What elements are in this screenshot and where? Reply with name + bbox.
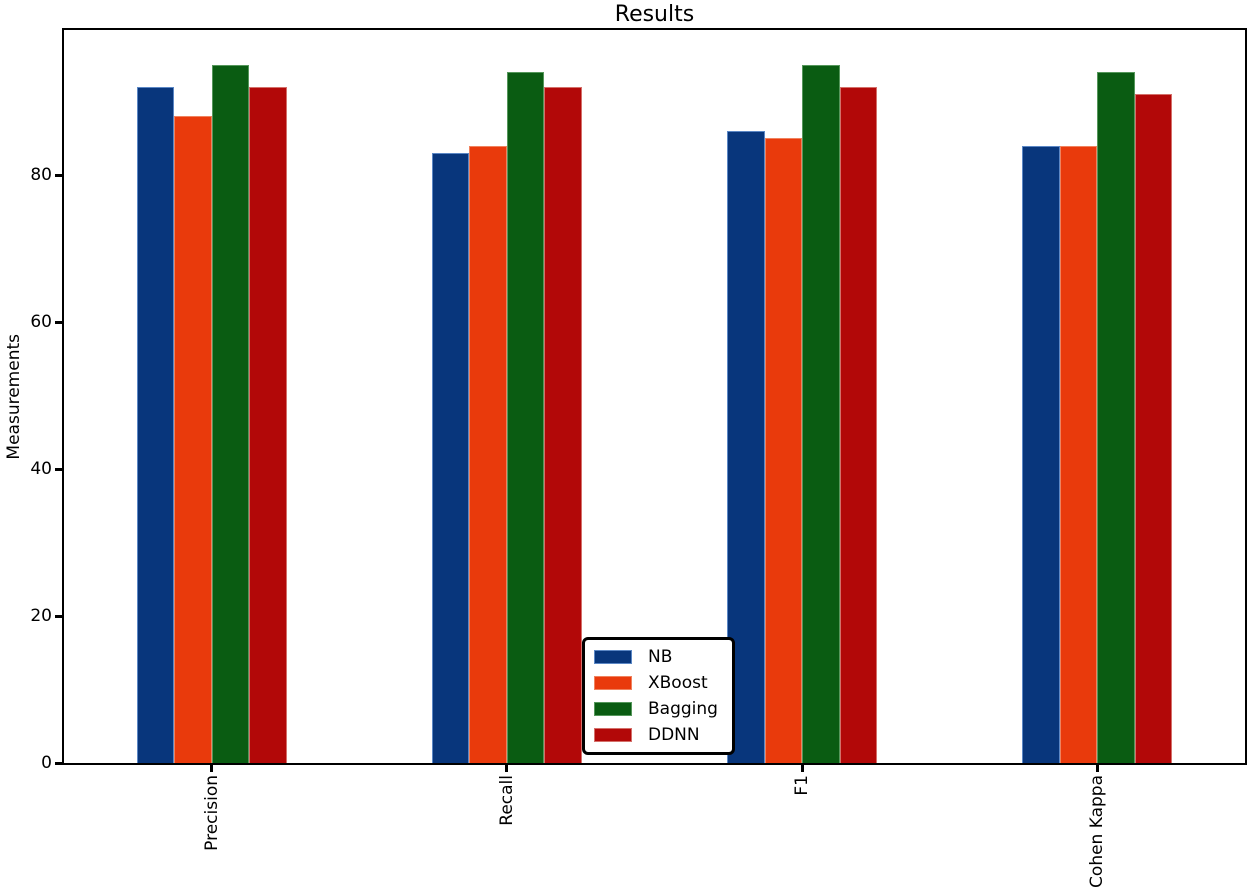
legend-label-ddnn: DDNN: [648, 725, 700, 745]
bar-nb-recall: [431, 153, 470, 763]
x-axis-tick-precision: [210, 763, 214, 772]
x-axis-tick-label-precision: Precision: [201, 775, 222, 851]
y-axis-tick-label-80: 80: [30, 165, 52, 186]
y-axis-tick-label-40: 40: [30, 459, 52, 480]
bar-bagging-cohen-kappa: [1097, 72, 1135, 763]
legend-item-bagging: Bagging: [594, 699, 718, 719]
legend-swatch-nb: [594, 650, 632, 664]
bar-ddnn-recall: [544, 86, 582, 763]
y-axis-tick-0: [55, 761, 64, 765]
plot-area: 0 20 40 60 80 Precision Recall F1 Cohen Kappa: [30, 28, 1247, 888]
bar-bagging-f1: [802, 64, 840, 763]
legend: NB XBoost Bagging DDNN: [582, 637, 735, 755]
legend-swatch-bagging: [594, 702, 632, 716]
y-axis-tick-20: [55, 614, 64, 618]
bar-nb-precision: [136, 86, 175, 763]
bar-xboost-recall: [469, 145, 507, 763]
bar-ddnn-cohen-kappa: [1134, 94, 1173, 763]
y-axis-tick-label-0: 0: [41, 753, 52, 773]
x-axis-tick-label-f1: F1: [792, 775, 813, 796]
legend-item-xboost: XBoost: [594, 673, 718, 693]
y-axis-label-wrap: Measurements: [2, 28, 26, 765]
y-axis-tick-60: [55, 320, 64, 324]
bar-xboost-cohen-kappa: [1059, 145, 1098, 763]
y-axis-tick-label-20: 20: [30, 606, 52, 627]
x-axis-tick-label-cohen-kappa: Cohen Kappa: [1087, 775, 1108, 888]
legend-label-nb: NB: [648, 647, 673, 667]
legend-item-nb: NB: [594, 647, 718, 667]
y-axis-tick-40: [55, 467, 64, 471]
x-axis-tick-cohen-kappa: [1095, 763, 1099, 772]
bar-xboost-precision: [174, 116, 212, 763]
legend-swatch-xboost: [594, 676, 632, 690]
y-axis-tick-label-60: 60: [30, 312, 52, 333]
legend-item-ddnn: DDNN: [594, 725, 718, 745]
bar-nb-cohen-kappa: [1022, 145, 1060, 763]
legend-label-xboost: XBoost: [648, 673, 708, 693]
legend-swatch-ddnn: [594, 728, 632, 742]
bar-bagging-precision: [211, 64, 250, 763]
y-axis-label: Measurements: [4, 333, 24, 460]
x-axis-tick-label-recall: Recall: [496, 775, 517, 826]
x-axis-tick-recall: [505, 763, 509, 772]
x-axis-tick-f1: [800, 763, 804, 772]
bar-xboost-f1: [764, 138, 803, 763]
legend-label-bagging: Bagging: [648, 699, 718, 719]
y-axis-tick-80: [55, 173, 64, 177]
bar-ddnn-precision: [249, 86, 287, 763]
bar-ddnn-f1: [839, 86, 878, 763]
bar-bagging-recall: [506, 72, 545, 763]
chart-title: Results: [614, 2, 695, 27]
